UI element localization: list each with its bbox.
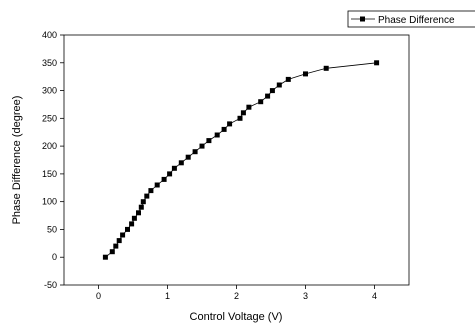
y-tick-label: 400 (42, 30, 57, 40)
data-point (269, 88, 275, 94)
data-point (120, 232, 126, 238)
data-point (131, 215, 137, 221)
x-axis-title: Control Voltage (V) (190, 311, 283, 323)
y-tick-label: 0 (52, 252, 57, 262)
legend-marker (360, 16, 365, 22)
data-point (276, 82, 282, 88)
legend-label: Phase Difference (378, 15, 455, 26)
data-point (221, 126, 227, 132)
data-point (167, 171, 173, 177)
data-point (113, 243, 119, 249)
data-point (116, 238, 122, 244)
data-point (323, 65, 329, 71)
y-tick-label: 350 (42, 58, 57, 68)
data-point (237, 115, 243, 121)
data-point (258, 99, 264, 105)
y-tick-label: 150 (42, 169, 57, 179)
data-point (136, 210, 141, 216)
data-point (227, 121, 233, 127)
series-line (105, 62, 377, 258)
data-point (154, 182, 160, 188)
data-point (138, 204, 144, 210)
data-point (109, 249, 115, 255)
data-point (129, 221, 135, 227)
data-point (102, 254, 108, 260)
data-point (161, 176, 167, 182)
x-tick-label: 3 (303, 291, 308, 301)
y-tick-label: 50 (47, 224, 57, 234)
x-tick-label: 0 (96, 291, 101, 301)
y-tick-label: 250 (42, 113, 57, 123)
data-point (374, 60, 380, 66)
data-point (214, 132, 220, 138)
data-point (192, 149, 198, 155)
ticks: 0 1 2 3 4 -50 0 50 100 150 200 250 300 350 400 (42, 30, 377, 301)
data-point (185, 154, 191, 160)
data-point (206, 138, 212, 144)
y-tick-label: -50 (44, 280, 57, 290)
data-point (140, 199, 146, 205)
data-points (102, 60, 380, 260)
y-axis-title: Phase Difference (degree) (11, 96, 23, 225)
y-tick-label: 100 (42, 197, 57, 207)
y-tick-label: 200 (42, 141, 57, 151)
data-point (148, 188, 154, 194)
y-tick-label: 300 (42, 86, 57, 96)
data-point (171, 165, 177, 171)
legend: Phase Difference (347, 10, 475, 28)
data-point (265, 93, 271, 99)
data-point (199, 143, 205, 149)
series-line-path (105, 62, 377, 258)
legend-box (347, 10, 475, 28)
data-point (246, 104, 252, 110)
data-point (125, 226, 130, 232)
data-point (285, 76, 291, 82)
data-point (178, 160, 184, 166)
x-tick-label: 4 (372, 291, 377, 301)
data-point (303, 71, 308, 77)
data-point (144, 193, 150, 199)
x-tick-label: 2 (234, 291, 239, 301)
x-tick-label: 1 (165, 291, 170, 301)
data-point (240, 110, 246, 116)
